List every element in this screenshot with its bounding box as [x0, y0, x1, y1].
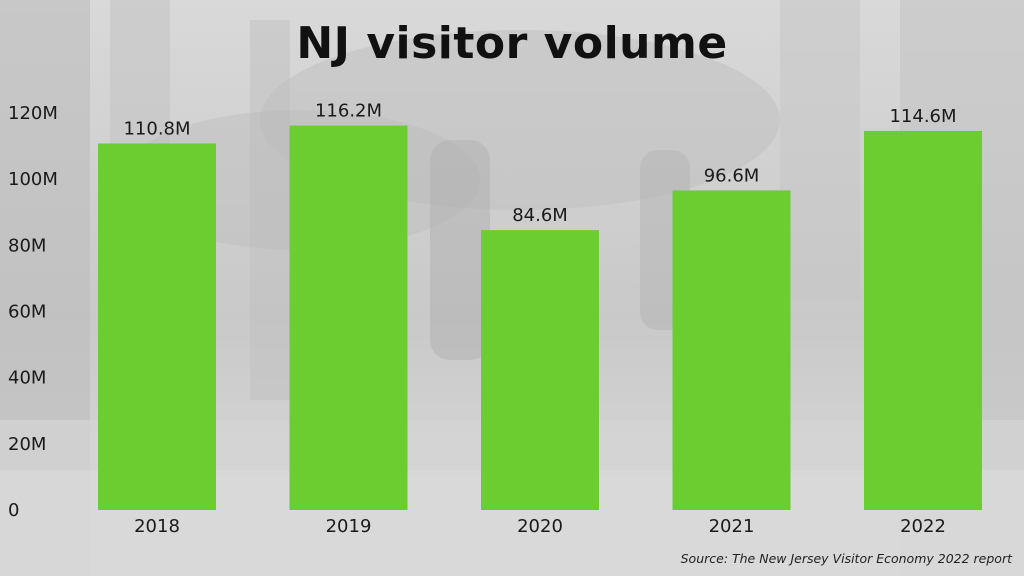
y-tick-label: 120M: [8, 103, 58, 124]
value-label-2020: 84.6M: [512, 205, 568, 226]
y-tick-label: 40M: [8, 368, 46, 389]
bar-2020: [481, 230, 599, 511]
value-label-2019: 116.2M: [315, 101, 382, 122]
y-tick-label: 20M: [8, 434, 46, 455]
y-tick-label: 100M: [8, 169, 58, 190]
bar-2022: [864, 130, 982, 511]
y-tick-label: 60M: [8, 302, 46, 323]
value-label-2022: 114.6M: [889, 106, 956, 127]
y-tick-label: 0: [8, 500, 19, 521]
chart-title: NJ visitor volume: [296, 18, 728, 69]
bar-2019: [289, 125, 408, 511]
x-tick-label-2018: 2018: [134, 516, 180, 537]
y-tick-label: 80M: [8, 235, 46, 256]
x-tick-label-2020: 2020: [517, 516, 563, 537]
value-label-2021: 96.6M: [704, 165, 760, 186]
x-tick-label-2019: 2019: [326, 516, 372, 537]
x-tick-label-2022: 2022: [900, 516, 946, 537]
source-note: Source: The New Jersey Visitor Economy 2…: [680, 551, 1012, 566]
bar-2021: [672, 190, 791, 511]
x-tick-label-2021: 2021: [709, 516, 755, 537]
value-label-2018: 110.8M: [123, 118, 190, 139]
bar-2018: [98, 143, 216, 511]
